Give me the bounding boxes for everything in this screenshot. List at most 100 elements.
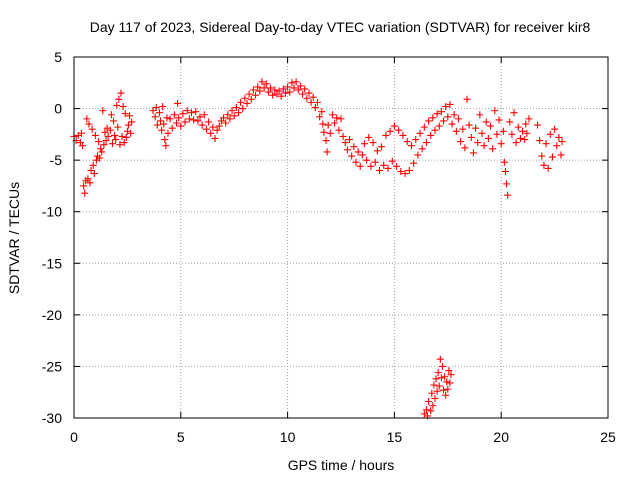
data-point — [360, 140, 368, 148]
data-point — [207, 129, 215, 137]
data-point — [181, 118, 189, 126]
data-point — [187, 109, 195, 117]
data-point — [228, 107, 236, 115]
data-point — [469, 149, 477, 157]
data-point — [431, 126, 439, 134]
data-point — [104, 132, 112, 140]
data-point — [435, 382, 443, 390]
data-point — [222, 119, 230, 127]
data-point — [213, 126, 221, 134]
data-point — [117, 89, 125, 97]
data-point — [478, 129, 486, 137]
data-point — [301, 85, 309, 93]
data-point — [418, 145, 426, 153]
x-tick-label: 5 — [177, 429, 185, 445]
x-tick-label: 20 — [493, 429, 509, 445]
data-point — [504, 191, 512, 199]
data-point — [294, 86, 302, 94]
data-point — [271, 86, 279, 94]
data-point — [81, 189, 89, 197]
data-point — [350, 143, 358, 151]
data-point — [237, 98, 245, 106]
data-point — [384, 164, 392, 172]
data-point — [375, 166, 383, 174]
data-point — [194, 117, 202, 125]
data-point — [378, 143, 386, 151]
data-point — [319, 120, 327, 128]
data-point — [407, 142, 415, 150]
data-point — [309, 93, 317, 101]
data-point — [290, 84, 298, 92]
x-tick-label: 0 — [70, 429, 78, 445]
data-point — [403, 138, 411, 146]
data-point — [205, 118, 213, 126]
data-point — [480, 142, 488, 150]
data-point — [120, 139, 128, 147]
y-tick-label: -20 — [42, 307, 62, 323]
data-point — [510, 109, 518, 117]
data-point — [363, 156, 371, 164]
data-point — [153, 121, 161, 129]
data-point — [508, 130, 516, 138]
data-point — [152, 104, 160, 112]
data-point — [467, 133, 475, 141]
data-point — [190, 116, 198, 124]
data-point — [430, 381, 438, 389]
data-point — [440, 386, 448, 394]
data-point — [446, 100, 454, 108]
data-point — [275, 87, 283, 95]
data-point — [503, 180, 511, 188]
data-point — [267, 84, 275, 92]
data-point — [101, 128, 109, 136]
data-point — [434, 369, 442, 377]
x-tick-label: 10 — [280, 429, 296, 445]
data-point — [215, 122, 223, 130]
data-point — [354, 148, 362, 156]
data-point — [431, 394, 439, 402]
data-point — [110, 117, 118, 125]
data-point — [429, 114, 437, 122]
data-point — [441, 373, 449, 381]
data-point — [254, 83, 262, 91]
data-point — [281, 89, 289, 97]
data-point — [84, 175, 92, 183]
y-tick-label: -5 — [50, 152, 63, 168]
data-point — [341, 139, 349, 147]
y-tick-label: 0 — [54, 101, 62, 117]
data-point — [546, 130, 554, 138]
data-point — [262, 80, 270, 88]
data-point — [224, 111, 232, 119]
data-point — [414, 151, 422, 159]
data-point — [536, 137, 544, 145]
data-point — [388, 157, 396, 165]
data-point — [448, 120, 456, 128]
data-point — [162, 142, 170, 150]
data-point — [443, 378, 451, 386]
data-point — [445, 367, 453, 375]
data-point — [124, 121, 132, 129]
data-point — [369, 139, 377, 147]
y-axis-title: SDTVAR / TECUs — [6, 182, 22, 294]
data-point — [427, 131, 435, 139]
data-point — [461, 144, 469, 152]
data-point — [393, 162, 401, 170]
data-point — [540, 161, 548, 169]
data-point — [252, 91, 260, 99]
data-point — [416, 129, 424, 137]
data-point — [422, 139, 430, 147]
axis-ticks: 0 5 10 15 20 25 -30 -25 -20 -15 -10 -5 0 5 — [42, 49, 616, 445]
data-point — [382, 131, 390, 139]
data-point — [305, 89, 313, 97]
data-point — [311, 104, 319, 112]
data-point — [119, 103, 127, 111]
data-point — [121, 110, 129, 118]
data-point — [401, 170, 409, 178]
gridlines — [74, 57, 608, 418]
data-point — [303, 94, 311, 102]
data-point — [111, 131, 119, 139]
data-point — [149, 107, 157, 115]
data-point — [356, 162, 364, 170]
data-point — [484, 134, 492, 142]
y-tick-label: 5 — [54, 49, 62, 65]
data-point — [159, 103, 167, 111]
